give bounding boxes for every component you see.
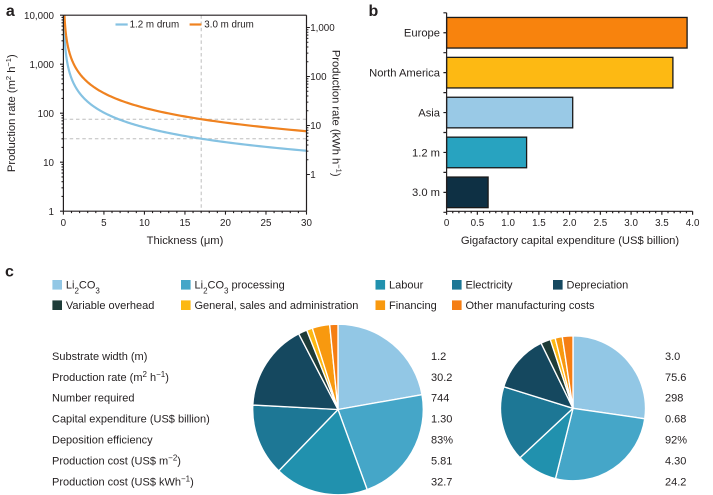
svg-text:100: 100: [310, 72, 327, 83]
svg-text:1.2: 1.2: [431, 351, 446, 363]
svg-text:0.5: 0.5: [471, 218, 485, 229]
svg-text:2.5: 2.5: [594, 218, 608, 229]
svg-text:3.0 m drum: 3.0 m drum: [204, 19, 254, 30]
svg-text:15: 15: [179, 218, 190, 229]
svg-text:4.0: 4.0: [686, 218, 700, 229]
svg-text:24.2: 24.2: [665, 476, 686, 488]
svg-text:10: 10: [43, 158, 54, 169]
svg-text:Number required: Number required: [52, 393, 135, 405]
svg-text:100: 100: [38, 109, 55, 120]
svg-text:3.0: 3.0: [665, 351, 680, 363]
svg-text:Deposition efficiency: Deposition efficiency: [52, 435, 153, 447]
svg-text:Production cost (US$ m−2): Production cost (US$ m−2): [52, 453, 181, 468]
svg-text:Substrate width (m): Substrate width (m): [52, 351, 147, 363]
svg-text:Europe: Europe: [404, 28, 440, 40]
svg-text:1.5: 1.5: [532, 218, 546, 229]
svg-text:10,000: 10,000: [24, 11, 55, 22]
svg-text:1,000: 1,000: [29, 60, 54, 71]
svg-text:Depreciation: Depreciation: [567, 280, 629, 292]
svg-text:Gigafactory capital expenditur: Gigafactory capital expenditure (US$ bil…: [461, 235, 680, 247]
svg-text:1,000: 1,000: [310, 23, 335, 34]
svg-text:83%: 83%: [431, 435, 453, 447]
svg-text:3.5: 3.5: [655, 218, 669, 229]
svg-text:c: c: [5, 263, 14, 280]
svg-text:20: 20: [220, 218, 231, 229]
svg-text:1.30: 1.30: [431, 414, 452, 426]
svg-text:3.0 m: 3.0 m: [412, 187, 440, 199]
svg-text:10: 10: [139, 218, 150, 229]
svg-text:Variable overhead: Variable overhead: [66, 300, 154, 312]
svg-text:298: 298: [665, 393, 683, 405]
svg-text:5: 5: [101, 218, 107, 229]
svg-text:1: 1: [310, 170, 315, 181]
svg-text:4.30: 4.30: [665, 455, 686, 467]
svg-text:1: 1: [49, 207, 54, 218]
svg-text:Asia: Asia: [418, 108, 441, 120]
svg-text:0.68: 0.68: [665, 414, 686, 426]
svg-text:5.81: 5.81: [431, 455, 452, 467]
svg-text:b: b: [369, 3, 379, 20]
svg-text:General, sales and administrat: General, sales and administration: [195, 300, 359, 312]
svg-text:0: 0: [444, 218, 450, 229]
svg-text:92%: 92%: [665, 435, 687, 447]
svg-text:Production cost (US$ kWh−1): Production cost (US$ kWh−1): [52, 474, 194, 489]
svg-text:0: 0: [61, 218, 67, 229]
svg-text:Li2CO3 processing: Li2CO3 processing: [195, 280, 285, 296]
svg-text:1.2 m drum: 1.2 m drum: [130, 19, 180, 30]
svg-text:North America: North America: [369, 68, 441, 80]
svg-text:25: 25: [261, 218, 272, 229]
svg-text:10: 10: [310, 121, 321, 132]
svg-text:75.6: 75.6: [665, 372, 686, 384]
svg-text:32.7: 32.7: [431, 476, 452, 488]
svg-text:Production rate (m2 h−1): Production rate (m2 h−1): [4, 54, 19, 172]
svg-text:a: a: [6, 3, 15, 20]
svg-text:Other manufacturing costs: Other manufacturing costs: [466, 300, 596, 312]
svg-text:Financing: Financing: [389, 300, 437, 312]
svg-text:2.0: 2.0: [563, 218, 577, 229]
svg-text:744: 744: [431, 393, 449, 405]
svg-text:Capital expenditure (US$ billi: Capital expenditure (US$ billion): [52, 414, 210, 426]
svg-text:30: 30: [301, 218, 312, 229]
svg-text:30.2: 30.2: [431, 372, 452, 384]
svg-text:Thickness (μm): Thickness (μm): [147, 235, 224, 247]
svg-text:Labour: Labour: [389, 280, 424, 292]
svg-text:1.0: 1.0: [501, 218, 515, 229]
svg-text:Production rate (m2 h−1): Production rate (m2 h−1): [52, 369, 169, 384]
svg-text:Production rate (kWh h−1): Production rate (kWh h−1): [329, 50, 344, 177]
svg-text:Electricity: Electricity: [466, 280, 514, 292]
svg-text:1.2 m: 1.2 m: [412, 147, 440, 159]
svg-text:3.0: 3.0: [624, 218, 638, 229]
